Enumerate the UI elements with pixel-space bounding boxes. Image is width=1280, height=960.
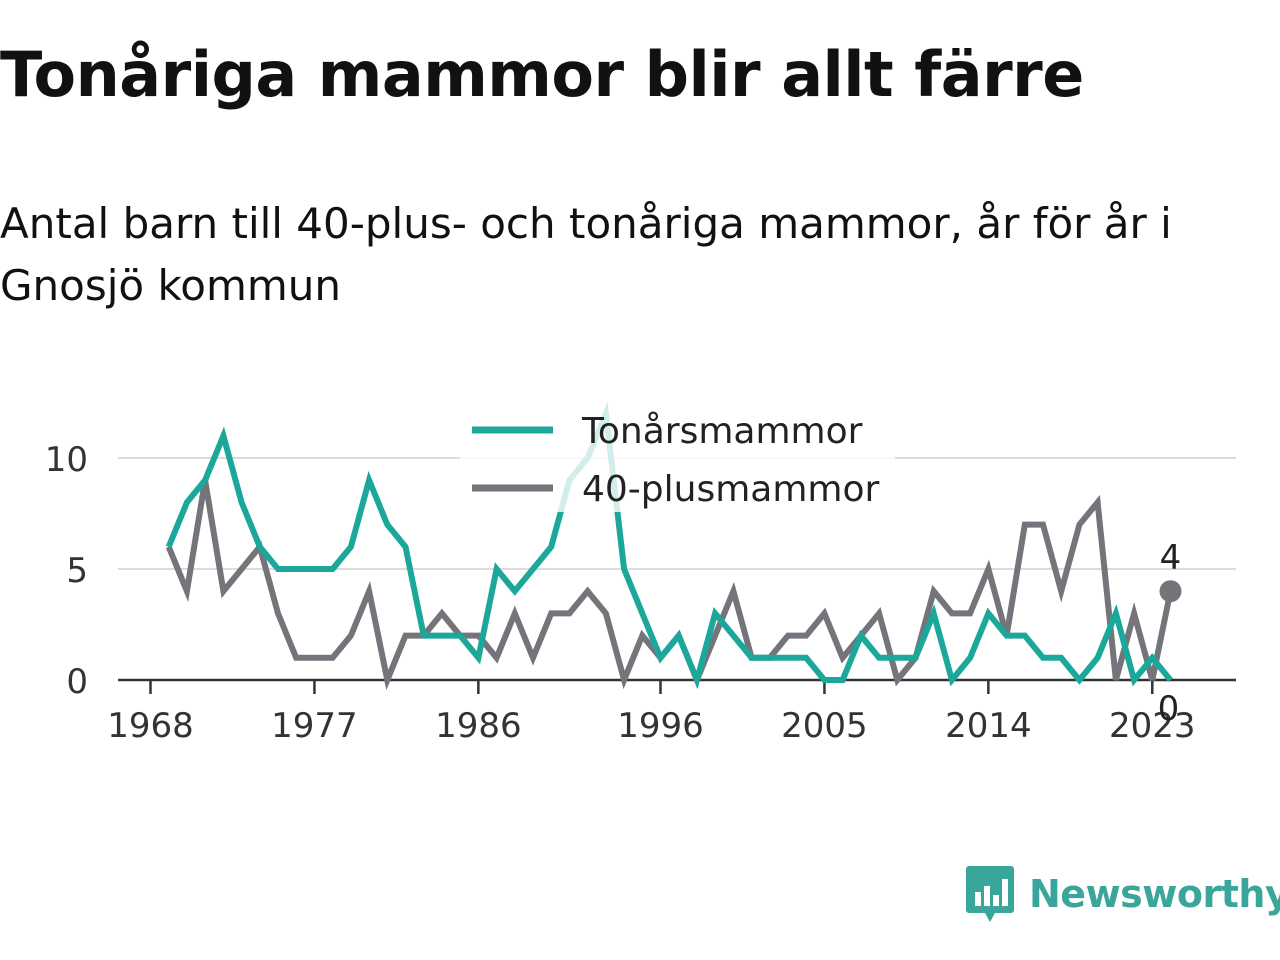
x-tick-label: 1996: [617, 706, 704, 746]
x-tick-label: 1977: [271, 706, 358, 746]
y-tick-label: 10: [45, 440, 88, 480]
end-labels: 40: [1158, 538, 1182, 729]
x-tick-label: 2014: [945, 706, 1032, 746]
legend: Tonårsmammor 40-plusmammor: [460, 402, 895, 512]
x-tick-label: 2005: [781, 706, 868, 746]
series-lines: [165, 401, 1174, 691]
chart-subtitle: Antal barn till 40-plus- och tonåriga ma…: [0, 199, 1172, 310]
y-axis: 0 5 10: [45, 440, 88, 702]
newsworthy-logo-icon: [966, 866, 1014, 922]
chart-title: Tonåriga mammor blir allt färre: [0, 38, 1084, 111]
x-tick-label: 1986: [435, 706, 522, 746]
brand: Newsworthy: [965, 864, 1280, 924]
legend-label: 40-plusmammor: [582, 469, 880, 510]
x-tick-label: 1968: [107, 706, 194, 746]
x-axis: 1968 1977 1986 1996 2005 2014 2023: [107, 678, 1236, 746]
legend-label: Tonårsmammor: [581, 411, 863, 452]
x-tick-label: 2023: [1109, 706, 1196, 746]
series-line: [165, 401, 1173, 690]
brand-name: Newsworthy: [1029, 872, 1280, 916]
y-tick-label: 0: [66, 662, 88, 702]
legend-background: [460, 402, 895, 512]
end-value-label: 4: [1160, 538, 1182, 578]
y-tick-label: 5: [66, 551, 88, 591]
end-value-label: 0: [1158, 689, 1180, 729]
end-point-marker: [1159, 580, 1182, 603]
line-chart: 0 5 10 1968 1977 1986 1996 2005 2014 2023 Tonårs…: [45, 401, 1236, 746]
